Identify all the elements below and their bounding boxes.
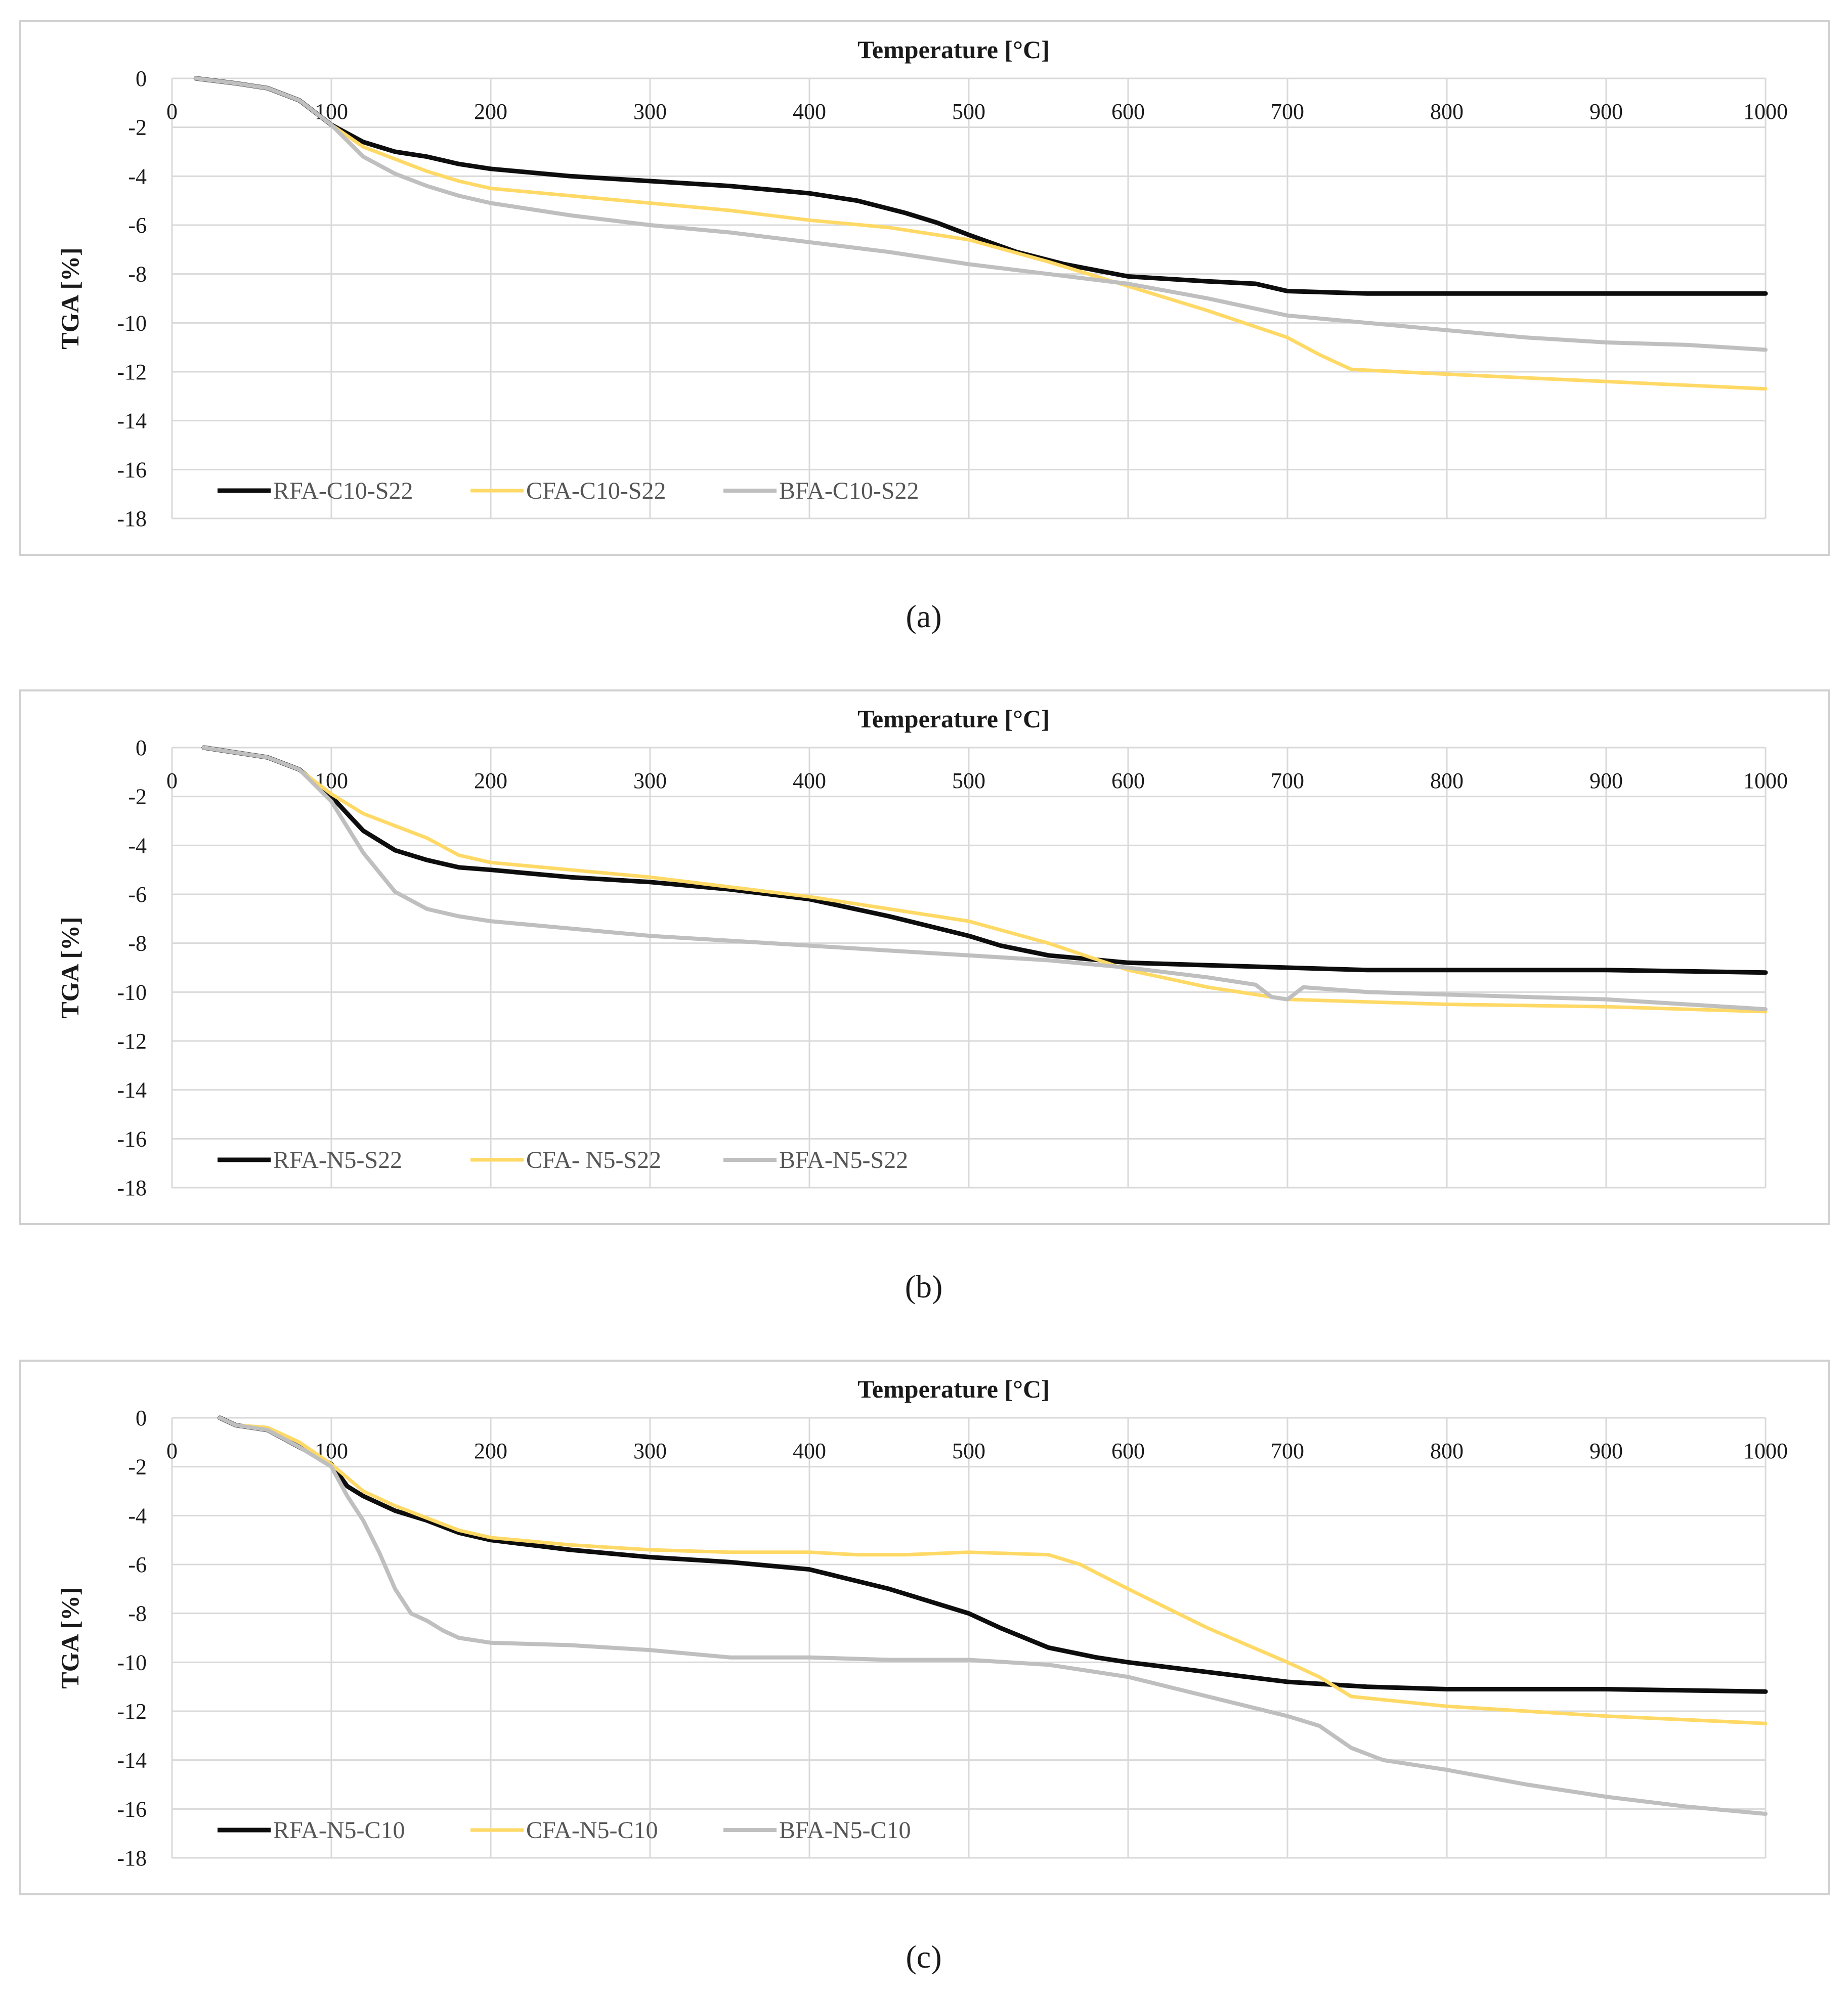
panel-caption: (c) xyxy=(906,1939,941,1975)
chart-frame xyxy=(19,20,1830,556)
y-tick-label: -18 xyxy=(117,1176,147,1200)
y-tick-label: -4 xyxy=(128,1503,147,1528)
x-tick-label: 0 xyxy=(166,1439,178,1463)
chart-2: 0 100 200 300 400 500 600 700 800 900 10000-2-4-6-… xyxy=(19,689,1830,1225)
legend-label: CFA-C10-S22 xyxy=(526,477,666,504)
y-axis-title: TGA [%] xyxy=(56,247,84,349)
legend-label: RFA-N5-C10 xyxy=(273,1817,405,1844)
legend-label: CFA-N5-C10 xyxy=(526,1817,658,1844)
x-tick-label: 0 xyxy=(166,99,178,124)
y-tick-label: 0 xyxy=(136,66,147,91)
legend-label: RFA-C10-S22 xyxy=(273,477,413,504)
x-tick-label: 200 xyxy=(474,99,507,124)
x-axis-title: Temperature [°C] xyxy=(857,1375,1050,1403)
panel-caption: (a) xyxy=(906,598,941,634)
series-line-cfa xyxy=(218,1416,1768,1725)
series-line-rfa xyxy=(218,1415,1768,1694)
x-tick-label: 300 xyxy=(633,1439,667,1463)
x-tick-label: 200 xyxy=(474,768,507,793)
chart-panels: 0 100 200 300 400 500 600 700 800 900 1000 0 -2 -4 -6 -… xyxy=(19,20,1830,1975)
y-tick-label: -8 xyxy=(128,262,147,287)
x-tick-label: 900 xyxy=(1589,1439,1623,1463)
x-tick-label: 100 xyxy=(315,99,348,124)
x-tick-label: 500 xyxy=(952,1439,985,1463)
y-tick-label: -8 xyxy=(128,1601,147,1626)
x-tick-label: 700 xyxy=(1271,768,1304,793)
y-tick-label: -12 xyxy=(117,360,147,384)
x-tick-label: 600 xyxy=(1111,1439,1145,1463)
chart-3: 0 100 200 300 400 500 600 700 800 900 10000-2-4-6-… xyxy=(19,1360,1830,1895)
x-tick-label: 900 xyxy=(1589,99,1623,124)
x-tick-label: 200 xyxy=(474,1439,507,1463)
legend-label: BFA-C10-S22 xyxy=(779,477,919,504)
chart-1: 0 100 200 300 400 500 600 700 800 900 1000 0 -2 -4 -6 -… xyxy=(19,20,1830,556)
y-tick-label: -2 xyxy=(128,785,147,809)
y-tick-label: -14 xyxy=(117,1748,147,1773)
x-tick-label: 700 xyxy=(1271,99,1304,124)
x-axis-title: Temperature [°C] xyxy=(857,35,1050,64)
y-tick-label: -12 xyxy=(117,1699,147,1724)
x-tick-label: 400 xyxy=(793,768,826,793)
series-line-bfa xyxy=(194,76,1768,352)
x-tick-label: 300 xyxy=(633,99,667,124)
y-tick-label: -2 xyxy=(128,115,147,140)
x-tick-label: 500 xyxy=(952,768,985,793)
y-tick-label: -6 xyxy=(128,213,147,238)
y-axis-title: TGA [%] xyxy=(56,1587,84,1688)
y-tick-label: -8 xyxy=(128,931,147,956)
series-line-rfa xyxy=(201,745,1768,975)
x-tick-label: 700 xyxy=(1271,1439,1304,1463)
series-line-bfa xyxy=(202,746,1768,1012)
legend-label: BFA-N5-C10 xyxy=(779,1817,911,1844)
x-tick-label: 900 xyxy=(1589,768,1623,793)
x-tick-label: 400 xyxy=(793,1439,826,1463)
y-tick-label: -18 xyxy=(117,506,147,531)
y-tick-label: -4 xyxy=(128,833,147,858)
y-tick-label: -18 xyxy=(117,1846,147,1871)
y-tick-label: -10 xyxy=(117,1650,147,1675)
chart-frame xyxy=(19,689,1830,1225)
panel-caption: (b) xyxy=(905,1269,943,1305)
y-tick-label: 0 xyxy=(136,1406,147,1430)
y-tick-label: -10 xyxy=(117,311,147,335)
series-line-rfa xyxy=(193,76,1768,296)
y-axis-title: TGA [%] xyxy=(56,917,84,1018)
y-tick-label: -6 xyxy=(128,1552,147,1577)
y-tick-label: -16 xyxy=(117,457,147,482)
x-tick-label: 800 xyxy=(1430,1439,1464,1463)
y-tick-label: 0 xyxy=(136,735,147,760)
legend-label: CFA- N5-S22 xyxy=(526,1147,661,1173)
y-tick-label: -14 xyxy=(117,1078,147,1103)
y-tick-label: -6 xyxy=(128,882,147,907)
x-tick-label: 500 xyxy=(952,99,985,124)
x-tick-label: 800 xyxy=(1430,99,1464,124)
y-tick-label: -16 xyxy=(117,1126,147,1151)
y-tick-label: -16 xyxy=(117,1797,147,1821)
legend-label: RFA-N5-S22 xyxy=(273,1147,402,1173)
x-tick-label: 400 xyxy=(793,99,826,124)
x-tick-label: 800 xyxy=(1430,768,1464,793)
y-tick-label: -2 xyxy=(128,1455,147,1480)
chart-frame xyxy=(19,1360,1830,1895)
x-tick-label: 0 xyxy=(166,768,178,793)
y-tick-label: -12 xyxy=(117,1029,147,1054)
series-line-bfa xyxy=(218,1416,1768,1816)
x-tick-label: 600 xyxy=(1111,768,1145,793)
legend-label: BFA-N5-S22 xyxy=(779,1147,908,1173)
x-tick-label: 1000 xyxy=(1743,1439,1788,1463)
y-tick-label: -14 xyxy=(117,409,147,433)
x-tick-label: 300 xyxy=(633,768,667,793)
x-tick-label: 1000 xyxy=(1743,99,1788,124)
series-line-cfa xyxy=(202,746,1768,1014)
x-tick-label: 600 xyxy=(1111,99,1145,124)
y-tick-label: -10 xyxy=(117,980,147,1005)
x-axis-title: Temperature [°C] xyxy=(857,705,1050,733)
x-tick-label: 1000 xyxy=(1743,768,1788,793)
y-tick-label: -4 xyxy=(128,164,147,189)
